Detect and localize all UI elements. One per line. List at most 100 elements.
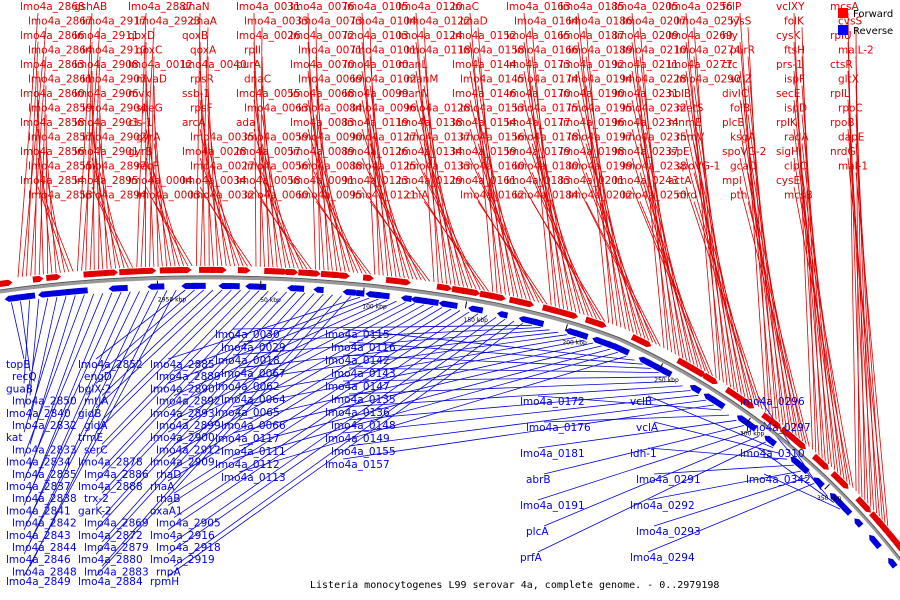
legend-reverse-label: Reverse <box>853 26 893 37</box>
reverse-leader-line <box>348 341 643 365</box>
forward-gene-label: lmo4a_0145 <box>460 74 525 86</box>
reverse-leader-line <box>20 301 31 372</box>
forward-leader-line <box>207 85 219 266</box>
forward-gene-label: lmo4a_0126 <box>344 146 409 158</box>
forward-gene-label: lmo4a_0028 <box>182 146 247 158</box>
forward-leader-line <box>34 70 39 276</box>
forward-leader-line <box>531 201 606 322</box>
reverse-leader-line <box>29 292 113 494</box>
reverse-gene-label: lmo4a_0117 <box>215 433 280 445</box>
forward-gene-label: lmo4a_0154 <box>452 117 517 129</box>
reverse-gene-arrow <box>571 329 589 340</box>
reverse-leader-line <box>101 290 251 445</box>
forward-gene-label: lmo4a_0274 <box>676 45 741 57</box>
reverse-leader-line <box>23 293 104 482</box>
forward-leader-line <box>37 157 61 273</box>
forward-leader-line <box>855 172 889 527</box>
forward-gene-label: lmo4a_0207 <box>622 16 687 28</box>
forward-gene-label: rplI <box>244 45 261 57</box>
forward-gene-label: metS <box>676 103 704 115</box>
forward-gene-label: rpsR <box>190 74 214 86</box>
reverse-leader-line <box>29 291 131 518</box>
forward-gene-label: lmo4a_2903 <box>74 117 139 129</box>
reverse-gene-label: lmo4a_0147 <box>325 381 390 393</box>
reverse-leader-line <box>647 447 788 460</box>
forward-leader-line <box>531 27 556 307</box>
forward-leader-line <box>577 99 634 333</box>
reverse-gene-label: lmo4a_2889 <box>156 371 221 383</box>
forward-gene-label: mvaD <box>136 74 167 86</box>
forward-leader-line <box>631 41 672 353</box>
forward-gene-label: lmaD <box>460 16 488 28</box>
forward-gene-label: lmo4a_0095 <box>298 190 363 202</box>
forward-gene-label: ispF <box>784 74 805 86</box>
reverse-leader-line <box>232 324 532 330</box>
forward-leader-line <box>369 85 397 278</box>
forward-gene-label: mnmE <box>668 117 702 129</box>
reverse-gene-label: lmo4a_0112 <box>215 459 280 471</box>
forward-gene-label: ctc <box>722 59 738 71</box>
reverse-gene-label: lmo4a_2918 <box>156 542 221 554</box>
forward-leader-line <box>153 85 159 267</box>
reverse-gene-arrow <box>63 288 78 296</box>
reverse-leader-line <box>95 291 278 482</box>
reverse-gene-label: lmo4a_2872 <box>78 530 143 542</box>
forward-leader-line <box>739 12 767 412</box>
forward-gene-label: lmo4a_0056 <box>244 161 309 173</box>
reverse-leader-line <box>95 293 315 531</box>
reverse-gene-label: lmo4a_0030 <box>215 329 280 341</box>
forward-gene-label: lmo4a_2863 <box>20 59 85 71</box>
reverse-gene-arrow <box>813 477 825 489</box>
reverse-leader-line <box>167 322 524 577</box>
forward-gene-label: lmo4a_0269 <box>668 30 733 42</box>
reverse-leader-line <box>23 289 177 577</box>
reverse-gene-arrow <box>108 284 128 292</box>
forward-leader-line <box>415 99 460 287</box>
forward-gene-arrow <box>818 459 829 470</box>
forward-gene-label: mcsB <box>784 190 813 202</box>
reverse-gene-label: lmo4a_2842 <box>12 518 77 530</box>
reverse-gene-arrow <box>707 395 726 410</box>
forward-gene-label: lmo4a_0004 <box>128 175 193 187</box>
forward-gene-label: lmo4a_0040 <box>182 59 247 71</box>
forward-gene-label: cls-1 <box>128 117 153 129</box>
forward-gene-label: lmo4a_0118 <box>406 45 471 57</box>
reverse-gene-arrow <box>410 296 422 304</box>
reverse-gene-label: rnpA <box>156 566 181 578</box>
forward-leader-line <box>89 56 101 271</box>
scale-tick-label: 350 kbp <box>817 495 842 502</box>
forward-gene-label: gyrA <box>136 132 161 144</box>
legend-reverse-swatch <box>838 25 848 35</box>
forward-gene-label: lmo4a_0238 <box>622 161 687 173</box>
forward-gene-label: ksgA <box>730 132 756 144</box>
forward-leader-line <box>153 201 193 267</box>
forward-gene-label: prs-1 <box>776 59 803 71</box>
reverse-leader-line <box>238 355 627 473</box>
reverse-gene-arrow <box>841 504 853 516</box>
forward-gene-label: lmo4a_0194 <box>568 74 633 86</box>
forward-gene-label: dnaC <box>244 74 271 86</box>
reverse-gene-label: lmo4a_2890 <box>150 383 215 395</box>
forward-leader-line <box>531 56 564 309</box>
forward-gene-label: qoxC <box>136 45 162 57</box>
reverse-gene-label: lmo4a_0296 <box>740 396 805 408</box>
forward-leader-line <box>361 70 393 277</box>
forward-gene-label: lmo4a_0152 <box>452 30 517 42</box>
reverse-gene-label: lmo4a_2834 <box>6 457 71 469</box>
forward-gene-label: lmo4a_0124 <box>398 30 463 42</box>
forward-gene-label: qoxB <box>182 30 208 42</box>
reverse-labels: topBrecQguaBlmo4a_2850lmo4a_2840lmo4a_28… <box>6 329 811 588</box>
reverse-leader-line <box>653 476 808 527</box>
reverse-gene-label: plcA <box>526 526 549 538</box>
forward-leader-line <box>261 172 304 269</box>
forward-gene-label: lmo4a_0162 <box>460 190 525 202</box>
forward-gene-label: lmo4a_0243 <box>614 175 679 187</box>
reverse-leader-line <box>342 394 699 434</box>
forward-gene-label: ssb-1 <box>182 88 210 100</box>
forward-leader-line <box>261 114 287 268</box>
reverse-gene-label: lmo4a_2843 <box>6 530 71 542</box>
reverse-gene-label: lmo4a_2899 <box>156 420 221 432</box>
reverse-leader-line <box>173 320 515 567</box>
reverse-leader-line <box>29 293 94 469</box>
forward-leader-line <box>747 201 810 447</box>
